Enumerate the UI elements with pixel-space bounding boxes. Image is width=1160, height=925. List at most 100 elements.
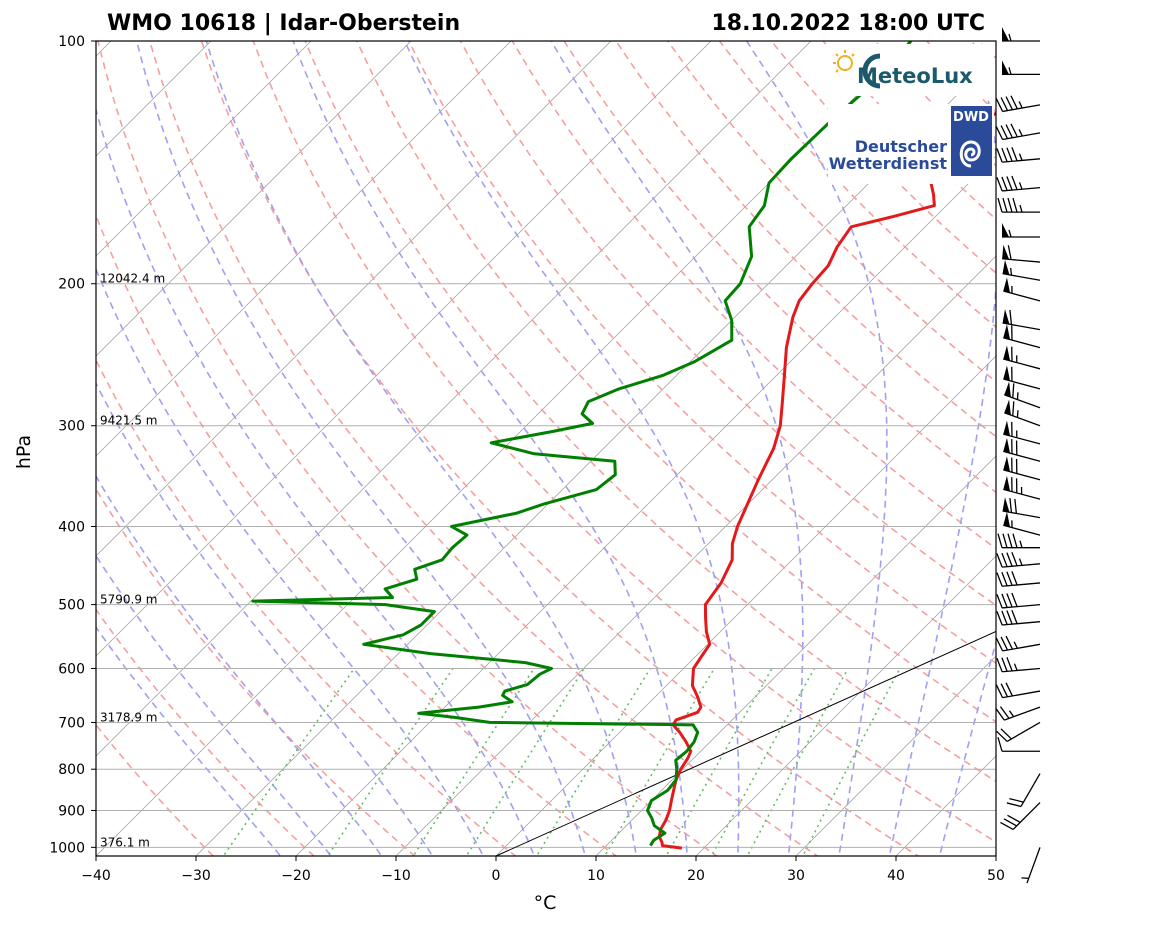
x-tick-label: 40 [887,868,905,884]
height-label: 5790.9 m [100,593,158,607]
wind-barb-feather [1005,635,1014,650]
moist-adiabat-line [938,639,996,856]
moist-adiabat-line [96,106,536,856]
wind-barb [996,609,1041,626]
wind-barb-feather [1009,310,1013,325]
isotherm-line [1088,23,1160,864]
datetime-title: 18.10.2022 18:00 UTC [711,11,985,36]
wind-barb [1006,773,1041,808]
wind-barb-pennant [1002,244,1010,260]
y-tick-label: 600 [58,661,85,677]
dry-adiabat-line [252,41,996,843]
wind-barb-half-feather [1021,877,1029,880]
wind-barb-feather [1010,95,1018,110]
x-tick-label: 0 [492,868,501,884]
wind-barb-half-feather [1018,558,1023,566]
wind-barb-feather [1012,197,1018,213]
x-tick-label: −30 [181,868,211,884]
wind-barb-half-feather [1008,33,1012,42]
dry-adiabat-line [356,41,996,723]
height-label: 376.1 m [100,835,150,849]
wind-barb-shaft [1020,773,1041,807]
wind-barb-feather [999,706,1010,719]
isotherm-line [96,41,312,257]
wind-barb-feather [1001,552,1008,567]
isotherm-line [96,41,612,557]
wind-barb-pennant [1002,259,1010,275]
x-tick-label: −20 [281,868,311,884]
wind-barb-feather [1011,592,1018,607]
isotherm-line [495,355,996,856]
wind-barb-pennant [1002,497,1010,513]
dry-adiabat-line [1030,41,1160,864]
wind-barb [995,706,1041,721]
wind-barb-feather [1001,610,1008,625]
wind-barb-feather [1005,96,1014,110]
wind-barb [1021,847,1041,884]
wind-barb-feather [1007,245,1012,260]
wind-barb [1002,60,1040,76]
y-axis-label: hPa [13,435,35,469]
y-tick-label: 700 [58,715,85,731]
wind-barb [996,721,1041,743]
meteolux-logo: MeteoLux [828,44,994,96]
y-tick-label: 800 [58,762,85,778]
wind-barb-half-feather [1018,129,1023,137]
x-tick-label: −40 [81,868,111,884]
wind-barb [1004,381,1041,409]
y-tick-label: 900 [58,803,85,819]
dry-adiabat-line [304,41,996,783]
wind-barb-pennant [1003,277,1011,293]
wind-barb-shaft [1003,469,1041,481]
wind-barb-pennant [1003,365,1011,381]
wind-barb-feather [1006,552,1013,567]
wind-barb-feather [1012,383,1015,398]
wind-barb-feather [1012,401,1015,416]
wind-barb-shaft [1002,322,1041,331]
wind-barb-half-feather [1019,204,1023,213]
wind-barb-shaft [1002,621,1041,626]
wind-barb-shaft [1006,721,1041,743]
wind-barb-feather [995,126,1004,140]
meteolux-name: MeteoLux [857,64,973,88]
wind-barb-half-feather [1008,229,1012,238]
wind-barb-shaft [1002,272,1041,281]
wind-barb-feather [1000,636,1009,651]
moist-adiabat-line [550,41,804,856]
moist-adiabat-line [96,474,383,856]
wind-barb-feather [1011,175,1018,190]
dry-adiabat-line [615,41,996,438]
wind-barb-feather [1011,147,1018,162]
wind-barb-feather [1001,176,1008,191]
wind-barb-feather [1011,571,1018,586]
wind-barb-feather [1007,197,1013,213]
wind-barb [995,635,1041,652]
moist-adiabat-line [292,41,688,856]
wind-barb-shaft [1004,706,1041,721]
wind-barb [996,592,1041,609]
wind-barb-feather [1006,147,1013,162]
station-title: WMO 10618 | Idar-Oberstein [107,11,460,36]
wind-barb [996,571,1041,587]
wind-barb-feather [1011,609,1018,624]
wind-barb-pennant [1003,511,1011,528]
wind-barb-shaft [1003,524,1041,536]
wind-barb [1003,475,1041,500]
wind-barb-feather [1001,571,1008,587]
wind-barb [1002,259,1041,281]
mixing-ratio-line [710,668,816,856]
wind-barb [1003,456,1041,481]
wind-barb-shaft [1003,290,1041,302]
x-tick-label: −10 [381,868,411,884]
wind-barb-shaft [1002,690,1041,699]
wind-barb-feather [1001,593,1008,608]
x-tick-label: 30 [787,868,805,884]
moist-adiabat-line [96,381,434,856]
wind-barb-feather [1006,176,1013,191]
wind-barb-feather [997,737,1003,752]
mixing-ratio-line [326,668,454,856]
x-tick-label: 10 [587,868,605,884]
y-tick-label: 500 [58,598,85,614]
wind-barb-pennant [1003,420,1011,436]
dry-adiabat-line [148,41,819,856]
